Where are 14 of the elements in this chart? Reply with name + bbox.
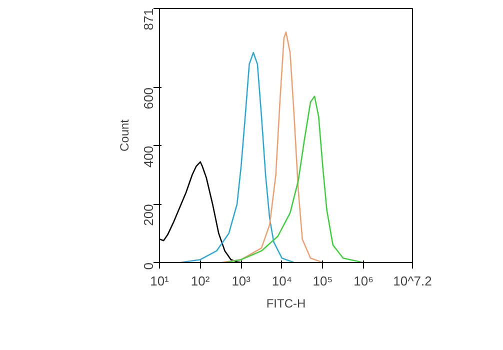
y-tick-label: 200 <box>141 204 156 226</box>
x-axis-title: FITC-H <box>266 296 306 310</box>
x-tick-label: 10^7.2 <box>393 274 432 288</box>
x-tick-label: 10³ <box>232 274 252 288</box>
y-tick-label: 0 <box>141 262 156 270</box>
y-tick-label: 871 <box>141 8 156 30</box>
x-tick-label: 10⁶ <box>354 274 374 288</box>
x-tick-label: 10² <box>190 274 210 288</box>
x-tick-label: 10⁴ <box>272 274 292 288</box>
y-tick-label: 400 <box>141 146 156 168</box>
y-axis-title: Count <box>118 118 132 152</box>
x-tick-label: 10⁵ <box>312 274 333 288</box>
y-tick-label: 600 <box>141 88 156 110</box>
x-tick-label: 10¹ <box>150 274 170 288</box>
